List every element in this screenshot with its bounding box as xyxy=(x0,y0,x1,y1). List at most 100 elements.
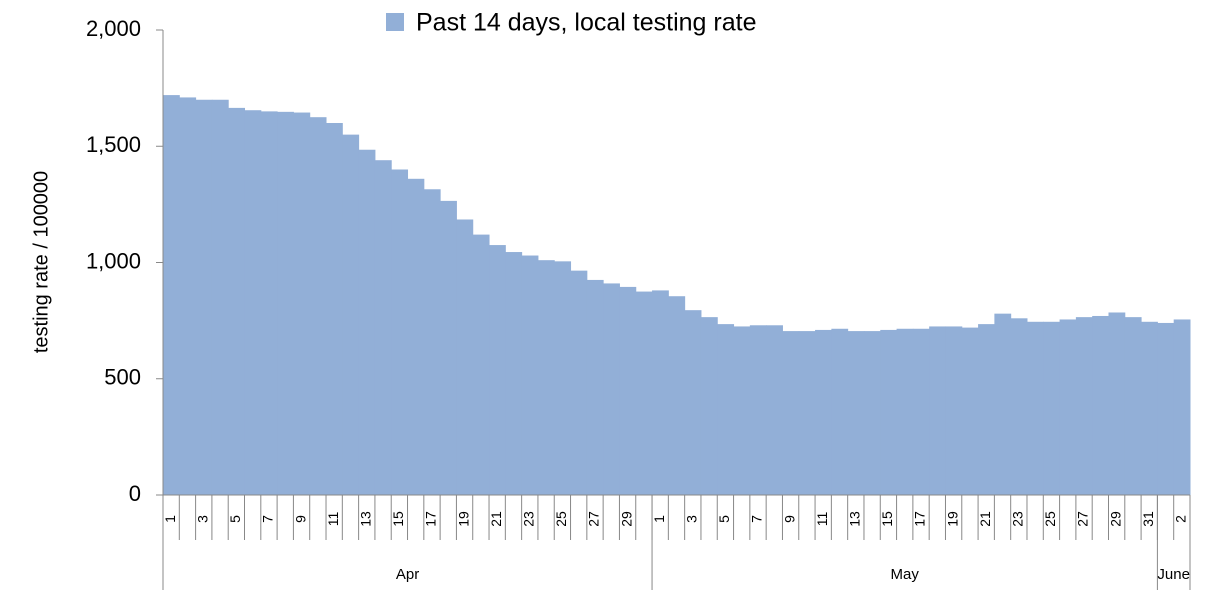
y-axis-title: testing rate / 100000 xyxy=(30,171,52,353)
bar xyxy=(766,325,783,495)
bar xyxy=(798,331,816,495)
bar xyxy=(815,329,832,495)
x-tick-label: 3 xyxy=(194,515,210,523)
bar xyxy=(163,95,180,495)
x-tick-label: 5 xyxy=(227,515,243,523)
x-tick-label: 23 xyxy=(1010,511,1026,527)
bar xyxy=(391,169,409,495)
y-tick-label: 1,500 xyxy=(86,132,141,157)
bar xyxy=(342,134,360,495)
x-tick-label: 19 xyxy=(455,511,471,527)
bar xyxy=(1124,317,1142,495)
bar xyxy=(537,260,555,495)
x-tick-label: 11 xyxy=(814,512,830,527)
bar xyxy=(978,324,995,495)
x-tick-label: 5 xyxy=(716,515,732,523)
bar xyxy=(880,329,898,495)
x-tick-label: 21 xyxy=(488,511,504,527)
bar xyxy=(211,99,229,495)
bar xyxy=(358,149,376,496)
x-tick-label: 15 xyxy=(390,511,406,527)
x-tick-label: 29 xyxy=(618,511,634,527)
bar xyxy=(945,326,963,495)
bar xyxy=(228,107,246,495)
bar xyxy=(684,310,702,495)
bar xyxy=(293,112,311,495)
bar xyxy=(456,219,474,496)
y-tick-label: 2,000 xyxy=(86,16,141,41)
bar xyxy=(1108,312,1126,495)
bar xyxy=(896,328,914,495)
x-tick-label: 9 xyxy=(781,515,797,523)
bar xyxy=(733,326,751,495)
bar xyxy=(277,111,294,495)
y-tick-label: 0 xyxy=(129,481,141,506)
group-label: Apr xyxy=(396,566,419,583)
x-tick-label: 3 xyxy=(684,515,700,523)
bar xyxy=(749,325,767,495)
bar xyxy=(700,317,718,495)
bar xyxy=(326,123,343,495)
bar xyxy=(195,99,213,495)
x-tick-label: 9 xyxy=(292,515,308,523)
x-tick-label: 11 xyxy=(325,512,341,527)
bar xyxy=(1141,321,1158,495)
bar xyxy=(505,252,523,495)
bar xyxy=(407,178,425,496)
bar xyxy=(1059,319,1077,495)
x-tick-label: 7 xyxy=(260,515,276,523)
x-tick-label: 31 xyxy=(1140,511,1156,527)
bar xyxy=(1043,321,1061,495)
bar xyxy=(554,261,572,495)
bar xyxy=(619,286,637,495)
x-tick-label: 25 xyxy=(553,511,569,527)
bar xyxy=(489,245,506,495)
bar xyxy=(1092,315,1109,495)
x-tick-label: 27 xyxy=(1075,511,1091,527)
bar xyxy=(260,111,278,495)
x-tick-label: 7 xyxy=(749,515,765,523)
x-tick-label: 25 xyxy=(1042,511,1058,527)
group-label: May xyxy=(891,566,920,583)
bar xyxy=(423,189,441,495)
bar xyxy=(717,324,735,495)
x-tick-label: 19 xyxy=(944,511,960,527)
bar xyxy=(831,328,849,495)
bar xyxy=(440,200,457,495)
x-tick-label: 1 xyxy=(162,515,178,523)
group-label: June xyxy=(1157,566,1190,583)
bar xyxy=(863,331,881,495)
bar xyxy=(1010,318,1028,495)
y-tick-label: 1,000 xyxy=(86,248,141,273)
bar xyxy=(1173,319,1191,495)
bar xyxy=(994,313,1012,495)
bar xyxy=(374,160,392,495)
x-tick-label: 23 xyxy=(520,511,536,527)
x-tick-label: 17 xyxy=(912,511,928,527)
bar xyxy=(847,331,865,495)
bar xyxy=(635,291,653,495)
bar xyxy=(912,328,930,495)
bar xyxy=(586,279,604,495)
bar xyxy=(782,331,800,495)
bar xyxy=(961,327,979,495)
bar xyxy=(652,290,669,495)
x-tick-label: 13 xyxy=(847,511,863,527)
bar xyxy=(668,296,686,495)
bar xyxy=(1075,317,1093,495)
bar xyxy=(929,326,946,495)
bar xyxy=(472,234,490,495)
x-tick-label: 13 xyxy=(357,511,373,527)
bar xyxy=(309,117,327,495)
bar xyxy=(570,270,588,495)
bar xyxy=(244,110,262,496)
y-tick-label: 500 xyxy=(104,365,141,390)
bar xyxy=(1026,321,1044,495)
x-tick-label: 17 xyxy=(423,511,439,527)
bar xyxy=(603,283,620,495)
bar xyxy=(179,97,197,496)
x-tick-label: 1 xyxy=(651,515,667,523)
x-tick-label: 21 xyxy=(977,511,993,527)
bar xyxy=(1157,322,1175,495)
legend-swatch xyxy=(386,13,404,31)
